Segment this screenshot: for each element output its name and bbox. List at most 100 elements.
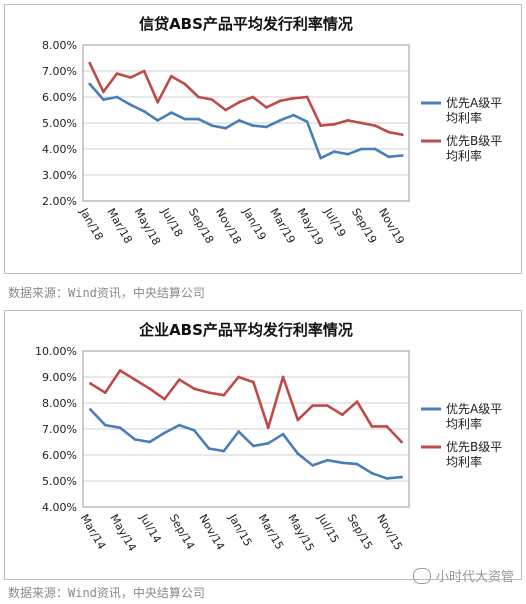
x-tick-label: Sep/14: [167, 512, 197, 552]
data-point: [387, 130, 391, 134]
data-point: [360, 147, 363, 151]
data-point: [222, 393, 226, 397]
data-point: [237, 375, 240, 379]
plot-area: [82, 350, 410, 508]
data-point: [163, 397, 166, 401]
y-tick-label: 10.00%: [35, 345, 77, 358]
data-point: [400, 440, 403, 444]
data-point: [340, 461, 344, 465]
series-line-1: [88, 62, 403, 136]
data-point: [296, 452, 300, 456]
plot-area: [82, 44, 410, 202]
data-point: [192, 428, 196, 432]
data-point: [264, 125, 268, 129]
data-point: [281, 375, 285, 379]
x-tick-label: Sep/15: [345, 512, 375, 552]
data-point: [88, 61, 92, 65]
data-point: [252, 444, 255, 448]
data-point: [224, 108, 228, 112]
series-line-0: [88, 83, 403, 160]
data-point: [251, 124, 255, 127]
y-tick-label: 7.00%: [42, 423, 77, 436]
wechat-icon: [412, 567, 431, 584]
data-point: [142, 69, 146, 73]
legend-label: 优先B级平均利率: [446, 134, 502, 163]
y-tick-label: 5.00%: [42, 117, 77, 130]
x-tick-label: Mar/15: [256, 512, 286, 552]
data-point: [103, 423, 107, 427]
data-point: [252, 380, 255, 384]
data-point: [370, 471, 374, 475]
data-point: [148, 440, 152, 444]
data-point: [237, 119, 241, 122]
data-point: [210, 124, 214, 127]
x-tick-label: Jan/18: [77, 205, 106, 242]
x-tick-label: Jul/19: [321, 205, 348, 239]
data-point: [266, 441, 270, 445]
x-tick-label: Sep/18: [186, 206, 216, 246]
y-tick-label: 2.00%: [42, 195, 77, 208]
x-tick-label: Nov/19: [376, 206, 407, 246]
chart-title: 信贷ABS产品平均发行利率情况: [139, 15, 353, 33]
y-tick-label: 4.00%: [42, 501, 77, 514]
data-point: [370, 425, 374, 428]
data-point: [400, 475, 403, 479]
x-tick-label: Jul/14: [137, 511, 164, 545]
data-point: [207, 391, 211, 394]
data-point: [346, 119, 350, 122]
data-point: [89, 382, 92, 385]
data-point: [133, 378, 137, 381]
y-tick-label: 5.00%: [42, 475, 77, 488]
data-point: [346, 152, 350, 156]
data-point: [355, 462, 359, 466]
data-point: [373, 147, 377, 151]
y-tick-label: 6.00%: [42, 449, 77, 462]
y-tick-label: 3.00%: [42, 169, 77, 182]
data-point: [129, 103, 132, 107]
data-point: [183, 117, 187, 121]
y-tick-label: 9.00%: [42, 371, 77, 384]
legend-label: 优先B级平均利率: [446, 440, 502, 469]
x-tick-label: May/19: [295, 206, 326, 248]
data-point: [319, 156, 323, 160]
x-tick-label: Jul/15: [314, 511, 341, 545]
data-point: [264, 106, 268, 109]
data-point: [400, 154, 404, 157]
data-point: [237, 430, 240, 433]
data-point: [400, 133, 404, 137]
data-point: [197, 95, 200, 99]
data-point: [177, 378, 181, 381]
data-point: [360, 121, 363, 125]
x-tick-label: Jul/18: [158, 205, 185, 239]
data-point: [101, 90, 105, 94]
data-point: [197, 117, 200, 121]
data-point: [305, 120, 309, 124]
data-point: [326, 404, 329, 407]
data-point: [385, 425, 389, 428]
data-point: [142, 109, 146, 113]
data-point: [222, 449, 226, 453]
x-tick-label: Mar/18: [104, 206, 134, 246]
credit-abs-chart: 信贷ABS产品平均发行利率情况 2.00% 3.00% 4.00% 5.00% 6.00%…: [42, 15, 502, 248]
data-point: [326, 458, 329, 462]
y-tick-label: 8.00%: [42, 397, 77, 410]
data-point: [296, 418, 300, 422]
y-tick-label: 4.00%: [42, 143, 77, 156]
data-point: [387, 155, 391, 159]
data-point: [207, 447, 211, 450]
data-point: [278, 119, 282, 122]
x-tick-label: Jan/19: [240, 205, 269, 242]
data-point: [148, 387, 152, 391]
x-tick-label: Jan/15: [225, 511, 254, 548]
x-tick-label: Nov/14: [196, 512, 227, 552]
data-point: [163, 431, 166, 435]
data-point: [156, 100, 160, 104]
data-point: [281, 432, 285, 436]
chart-panel-credit-abs: 信贷ABS产品平均发行利率情况 2.00% 3.00% 4.00% 5.00% 6.00%…: [4, 4, 522, 274]
legend-label: 优先A级平均利率: [446, 402, 502, 431]
data-point: [101, 98, 105, 101]
data-point: [319, 124, 323, 127]
x-tick-label: Nov/15: [374, 512, 405, 552]
data-point: [169, 74, 173, 78]
data-point: [115, 72, 119, 75]
